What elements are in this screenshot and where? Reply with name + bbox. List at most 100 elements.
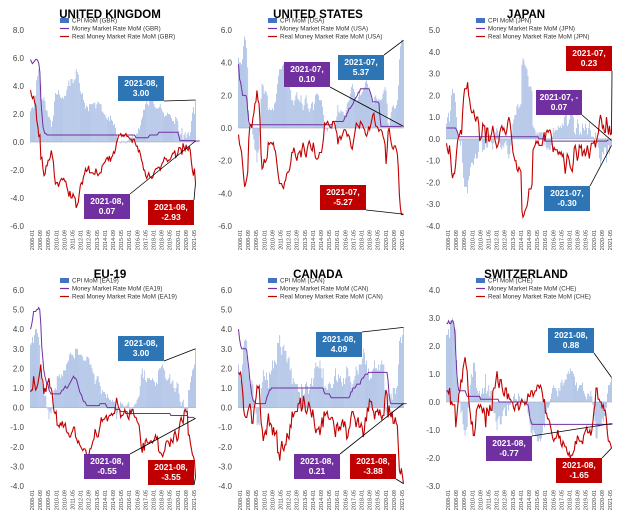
bar-cpi	[175, 116, 177, 142]
bar-cpi	[529, 402, 531, 425]
bar-cpi	[302, 388, 303, 408]
y-tick-label: 3.0	[13, 345, 25, 354]
callout-label: -1.65	[569, 470, 589, 480]
bar-cpi	[461, 138, 462, 142]
bar-cpi	[303, 399, 304, 408]
y-tick-label: 6.0	[221, 286, 233, 295]
bar-cpi	[170, 115, 171, 142]
bar-cpi	[317, 366, 319, 408]
bar-cpi	[176, 382, 178, 408]
bar-cpi	[349, 93, 351, 128]
bar-cpi	[315, 95, 316, 128]
callout-box	[338, 55, 384, 80]
bar-cpi	[57, 94, 58, 142]
y-tick-label: 5.0	[221, 306, 233, 315]
x-tick-label: 2008-01	[238, 490, 244, 510]
bar-cpi	[289, 370, 291, 408]
bar-cpi	[246, 340, 248, 408]
bar-cpi	[366, 360, 367, 408]
bar-cpi	[532, 125, 534, 139]
x-tick-label: 2010-09	[478, 490, 484, 510]
bar-cpi	[499, 402, 501, 425]
x-tick-label: 2008-01	[30, 230, 36, 250]
bar-cpi	[169, 374, 171, 408]
bar-cpi	[467, 402, 469, 408]
x-tick-label: 2018-09	[160, 490, 166, 510]
bar-cpi	[557, 396, 559, 402]
bar-cpi	[161, 111, 163, 142]
bar-cpi	[543, 402, 544, 425]
bar-cpi	[321, 100, 322, 128]
bar-cpi	[261, 382, 263, 408]
bar-cpi	[513, 119, 515, 139]
bar-cpi	[291, 100, 293, 128]
y-tick-label: -4.0	[218, 189, 232, 198]
bar-cpi	[86, 356, 88, 408]
bar-cpi	[488, 385, 490, 402]
bar-cpi	[377, 370, 379, 408]
bar-cpi	[492, 402, 494, 411]
x-tick-label: 2020-09	[600, 490, 606, 510]
bar-cpi	[157, 384, 158, 408]
bar-cpi	[277, 342, 279, 408]
bar-cpi	[340, 376, 341, 408]
bar-cpi	[610, 138, 611, 146]
callout-box	[320, 185, 366, 210]
bar-cpi	[591, 396, 593, 402]
bar-cpi	[311, 101, 313, 128]
bar-cpi	[611, 138, 612, 146]
bar-cpi	[108, 397, 109, 408]
y-tick-label: 0.0	[429, 135, 441, 144]
x-tick-label: 2021-05	[192, 230, 198, 250]
bar-cpi	[153, 380, 154, 408]
bar-cpi	[588, 393, 590, 402]
bar-cpi	[66, 90, 68, 142]
bar-cpi	[107, 393, 108, 408]
bar-cpi	[65, 370, 66, 408]
bar-cpi	[353, 92, 355, 128]
x-tick-label: 2009-05	[254, 230, 260, 250]
bar-cpi	[530, 86, 532, 139]
bar-cpi	[286, 362, 288, 408]
bar-cpi	[248, 368, 250, 408]
y-tick-label: 0.0	[429, 398, 441, 407]
bar-cpi	[477, 138, 478, 159]
bar-cpi	[165, 115, 166, 142]
x-tick-label: 2011-05	[487, 490, 493, 510]
bar-cpi	[558, 388, 560, 402]
bar-cpi	[392, 105, 394, 128]
bar-cpi	[309, 389, 310, 408]
bar-cpi	[70, 79, 72, 142]
bar-cpi	[564, 106, 566, 139]
bar-cpi	[139, 129, 140, 142]
callout-leader-line	[581, 114, 612, 141]
bar-cpi	[113, 125, 114, 142]
bar-cpi	[128, 139, 130, 142]
callout-box	[548, 328, 594, 353]
line-money-market-rate	[446, 127, 609, 142]
bar-cpi	[129, 137, 131, 142]
x-tick-label: 2021-05	[608, 230, 614, 250]
y-tick-label: 4.0	[13, 82, 25, 91]
callout-label: 2021-08,	[492, 438, 526, 448]
bar-cpi	[85, 360, 87, 408]
bar-cpi	[127, 403, 129, 408]
x-tick-label: 2021-05	[608, 490, 614, 510]
bar-cpi	[154, 107, 156, 142]
x-tick-label: 2019-05	[168, 490, 174, 510]
bar-cpi	[312, 386, 314, 408]
bar-cpi	[41, 376, 43, 408]
bar-cpi	[97, 101, 99, 142]
bar-cpi	[563, 117, 565, 139]
bar-cpi	[96, 104, 98, 142]
x-tick-label: 2013-05	[95, 490, 101, 510]
chart-panel-united-kingdom: UNITED KINGDOM 8.0 6.0 4.0 2.0 0.0 -2.0 -4.0 -6.…	[0, 0, 208, 260]
bar-cpi	[120, 401, 122, 408]
x-tick-label: 2010-09	[62, 490, 68, 510]
bar-cpi	[174, 391, 176, 408]
x-tick-label: 2020-09	[600, 230, 606, 250]
bar-cpi	[189, 389, 190, 408]
bar-cpi	[583, 128, 584, 139]
bar-cpi	[338, 374, 339, 408]
